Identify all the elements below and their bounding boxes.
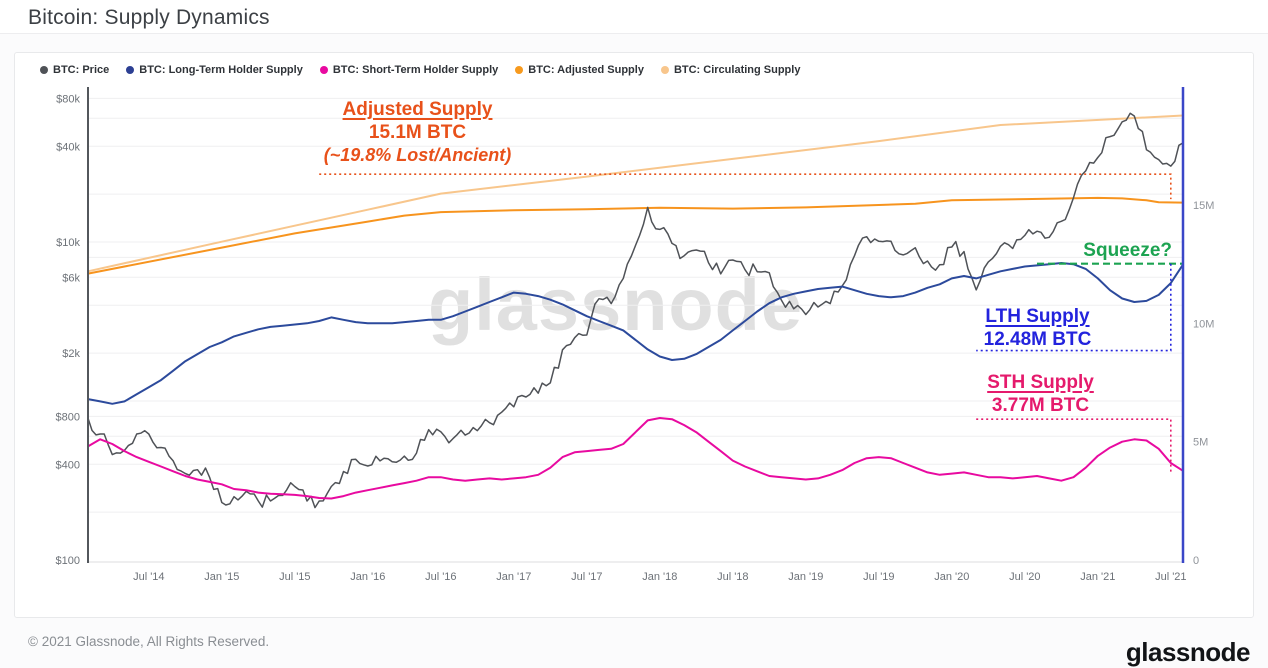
axis-tick-label: Jul '21 bbox=[1155, 571, 1186, 583]
legend-item-sth-supply[interactable]: BTC: Short-Term Holder Supply bbox=[319, 64, 499, 76]
axis-tick-label: 5M bbox=[1193, 437, 1208, 449]
axis-tick-label: Jan '15 bbox=[204, 571, 239, 583]
legend-item-adjusted-supply[interactable]: BTC: Adjusted Supply bbox=[515, 64, 644, 76]
sth-dot-icon bbox=[319, 66, 328, 74]
page-header bbox=[0, 0, 1268, 34]
axis-tick-label: $10k bbox=[56, 237, 80, 249]
legend-item-price[interactable]: BTC: Price bbox=[40, 64, 109, 76]
legend-label: BTC: Long-Term Holder Supply bbox=[139, 64, 303, 76]
lth-dot-icon bbox=[126, 66, 135, 74]
axis-tick-label: Jan '21 bbox=[1080, 571, 1115, 583]
axis-tick-label: $100 bbox=[56, 555, 80, 567]
legend-label: BTC: Adjusted Supply bbox=[528, 64, 644, 76]
annotation-adjusted-supply: Adjusted Supply 15.1M BTC (~19.8% Lost/A… bbox=[290, 98, 545, 167]
axis-tick-label: Jul '15 bbox=[279, 571, 310, 583]
lth-supply-callout bbox=[976, 263, 1172, 352]
chart-plot-area[interactable]: $80k$40k$10k$6k$2k$800$400$10015M10M5M0J… bbox=[0, 0, 1268, 653]
axis-tick-label: Jul '18 bbox=[717, 571, 748, 583]
annotation-line: 12.48M BTC bbox=[983, 329, 1092, 350]
sth-supply-callout bbox=[976, 418, 1172, 473]
axis-tick-label: $400 bbox=[56, 459, 80, 471]
axis-tick-label: Jul '14 bbox=[133, 571, 164, 583]
annotation-line: (~19.8% Lost/Ancient) bbox=[323, 145, 512, 165]
annotation-line: LTH Supply bbox=[985, 306, 1090, 327]
axis-tick-label: Jul '20 bbox=[1009, 571, 1040, 583]
legend-label: BTC: Price bbox=[53, 64, 110, 76]
annotation-squeeze: Squeeze? bbox=[1066, 239, 1172, 262]
axis-tick-label: $40k bbox=[56, 141, 80, 153]
axis-tick-label: Jan '18 bbox=[642, 571, 677, 583]
axis-tick-label: $6k bbox=[62, 272, 80, 284]
axis-tick-label: Jan '20 bbox=[934, 571, 969, 583]
axis-tick-label: Jan '19 bbox=[788, 571, 823, 583]
axis-tick-label: Jan '16 bbox=[350, 571, 385, 583]
adjusted-supply-callout bbox=[319, 173, 1172, 200]
copyright-text: © 2021 Glassnode, All Rights Reserved. bbox=[28, 634, 270, 649]
chart-legend: BTC: Price BTC: Long-Term Holder Supply … bbox=[40, 64, 800, 76]
axis-tick-label: Jul '17 bbox=[571, 571, 602, 583]
axis-tick-label: Jan '17 bbox=[496, 571, 531, 583]
axis-tick-label: $2k bbox=[62, 348, 80, 360]
axis-tick-label: 15M bbox=[1193, 200, 1214, 212]
axis-tick-label: $80k bbox=[56, 93, 80, 105]
legend-label: BTC: Circulating Supply bbox=[673, 64, 801, 76]
annotation-lth-supply: LTH Supply 12.48M BTC bbox=[945, 305, 1130, 351]
price-dot-icon bbox=[40, 66, 48, 74]
annotation-line: 3.77M BTC bbox=[991, 395, 1090, 416]
annotation-line: 15.1M BTC bbox=[368, 122, 467, 143]
axis-tick-label: Jul '19 bbox=[863, 571, 894, 583]
legend-item-circulating-supply[interactable]: BTC: Circulating Supply bbox=[660, 64, 801, 76]
axis-tick-label: $800 bbox=[56, 411, 80, 423]
legend-label: BTC: Short-Term Holder Supply bbox=[332, 64, 499, 76]
axis-tick-label: 10M bbox=[1193, 318, 1214, 330]
page-title: Bitcoin: Supply Dynamics bbox=[28, 6, 270, 29]
legend-item-lth-supply[interactable]: BTC: Long-Term Holder Supply bbox=[126, 64, 303, 76]
annotation-line: Squeeze? bbox=[1083, 240, 1172, 261]
axis-tick-label: 0 bbox=[1193, 555, 1199, 567]
annotation-line: Adjusted Supply bbox=[342, 99, 493, 120]
annotation-sth-supply: STH Supply 3.77M BTC bbox=[948, 371, 1133, 417]
annotation-line: STH Supply bbox=[987, 372, 1094, 393]
circulating-dot-icon bbox=[660, 66, 669, 74]
adjusted-dot-icon bbox=[515, 66, 524, 74]
axis-tick-label: Jul '16 bbox=[425, 571, 456, 583]
